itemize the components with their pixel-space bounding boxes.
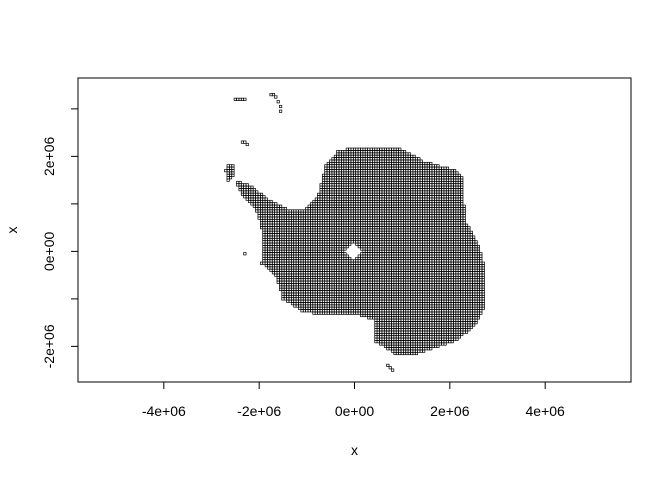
data-point-46 xyxy=(252,188,256,192)
data-point-1757 xyxy=(345,254,349,258)
data-point-260 xyxy=(274,202,278,206)
data-point-111 xyxy=(262,195,266,199)
data-point-199 xyxy=(269,199,273,204)
data-point-5 xyxy=(238,180,242,185)
data-point-140 xyxy=(264,197,268,201)
data-point-1690 xyxy=(343,252,347,256)
data-points xyxy=(224,93,485,372)
data-point-38 xyxy=(250,185,254,189)
data-point-23 xyxy=(245,183,249,187)
data-point-55 xyxy=(255,190,259,194)
data-point-407 xyxy=(283,207,287,211)
data-point-329 xyxy=(279,204,283,208)
data-point-82 xyxy=(259,192,264,196)
data-point-1823 xyxy=(348,256,352,261)
